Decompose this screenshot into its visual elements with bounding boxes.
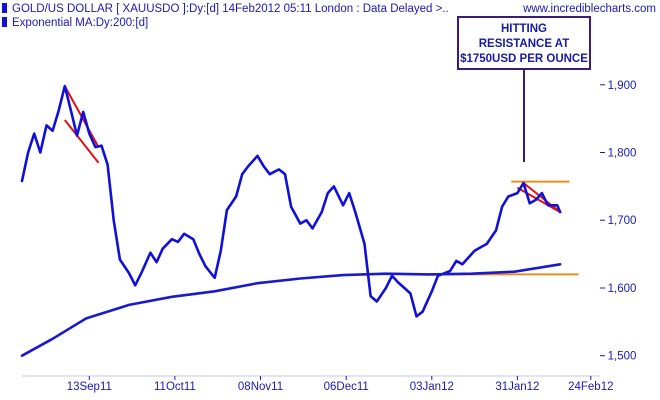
y-tick-label: 1,900 xyxy=(608,80,637,92)
x-tick-label: 08Nov11 xyxy=(238,381,283,393)
price-legend-label: GOLD/US DOLLAR [ XAUUSDO ]:Dy:[d] 14Feb2… xyxy=(12,3,449,15)
x-tick-label: 24Feb12 xyxy=(568,381,613,393)
site-watermark[interactable]: www.incrediblecharts.com xyxy=(522,3,656,15)
legend: GOLD/US DOLLAR [ XAUUSDO ]:Dy:[d] 14Feb2… xyxy=(2,3,449,29)
x-tick-label: 06Dec11 xyxy=(324,381,369,393)
y-tick-label: 1,700 xyxy=(608,215,637,227)
ema-series-line xyxy=(20,262,562,358)
price-series-line xyxy=(20,84,562,318)
annotation-line-3: $1750USD PER OUNCE xyxy=(460,53,588,65)
y-tick-label: 1,600 xyxy=(608,283,637,295)
annotation-line-1: HITTING xyxy=(501,23,547,35)
y-tick-label: 1,500 xyxy=(608,351,637,363)
annotation-callout: HITTING RESISTANCE AT $1750USD PER OUNCE xyxy=(457,16,591,162)
trendline-line-3 xyxy=(522,182,561,213)
ema-legend-swatch-icon xyxy=(2,17,7,27)
series-layer xyxy=(20,84,562,358)
x-axis: 13Sep11 11Oct11 08Nov11 06Dec11 03Jan12 31Jan… xyxy=(22,375,614,393)
price-legend-swatch-icon xyxy=(2,3,7,13)
x-tick-label: 31Jan12 xyxy=(495,381,539,393)
y-tick-label: 1,800 xyxy=(608,148,637,160)
x-tick-label: 13Sep11 xyxy=(67,381,112,393)
y-axis: 1,500 1,600 1,700 1,800 1,900 xyxy=(600,80,636,363)
ema-legend-label: Exponential MA:Dy:200:[d] xyxy=(12,17,148,29)
annotation-line-2: RESISTANCE AT xyxy=(479,38,570,50)
annotation-box xyxy=(457,16,591,70)
x-tick-label: 11Oct11 xyxy=(154,381,196,393)
x-tick-label: 03Jan12 xyxy=(410,381,454,393)
trendline-line-2 xyxy=(516,186,561,213)
trendline-line-1 xyxy=(64,119,100,164)
